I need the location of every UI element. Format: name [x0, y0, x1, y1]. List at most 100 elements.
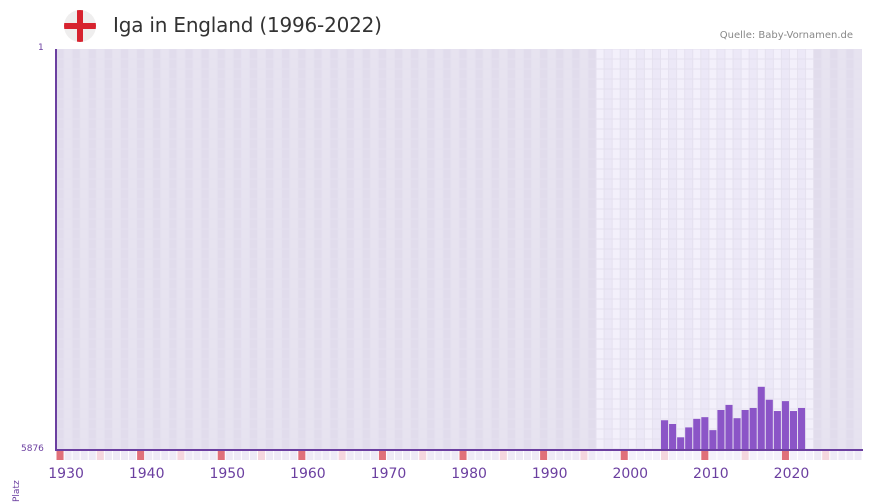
grid-cell — [435, 429, 443, 439]
grid-cell — [290, 439, 298, 449]
grid-cell — [789, 259, 798, 269]
grid-cell — [612, 89, 620, 99]
grid-cell — [765, 229, 773, 239]
grid-cell — [282, 349, 290, 359]
grid-cell — [814, 239, 822, 249]
grid-cell — [765, 209, 773, 219]
grid-cell — [773, 389, 781, 399]
grid-cell — [56, 189, 64, 199]
grid-cell — [306, 139, 314, 149]
grid-cell — [370, 219, 378, 229]
grid-cell — [838, 329, 846, 339]
grid-cell — [241, 289, 249, 299]
grid-cell — [838, 159, 846, 169]
year-marker — [346, 451, 354, 460]
grid-cell — [822, 279, 830, 289]
grid-cell — [838, 49, 846, 59]
grid-cell — [217, 249, 225, 259]
grid-cell — [572, 149, 580, 159]
grid-cell — [564, 149, 572, 159]
grid-cell — [104, 249, 112, 259]
grid-cell — [757, 49, 765, 59]
grid-cell — [161, 199, 169, 209]
grid-cell — [661, 269, 669, 279]
grid-cell — [709, 229, 717, 239]
year-marker — [386, 451, 395, 460]
grid-cell — [588, 219, 596, 229]
grid-cell — [193, 219, 201, 229]
grid-cell — [112, 129, 120, 139]
grid-cell — [757, 299, 765, 309]
grid-cell — [830, 189, 838, 199]
grid-cell — [532, 189, 540, 199]
grid-cell — [185, 179, 193, 189]
grid-cell — [693, 359, 701, 369]
grid-cell — [765, 389, 773, 399]
grid-cell — [765, 179, 773, 189]
grid-cell — [685, 69, 693, 79]
grid-cell — [282, 219, 290, 229]
grid-cell — [161, 49, 169, 59]
grid-cell — [241, 169, 249, 179]
grid-cell — [741, 59, 749, 69]
grid-cell — [370, 249, 378, 259]
grid-cell — [177, 429, 185, 439]
grid-cell — [741, 229, 749, 239]
grid-cell — [749, 269, 757, 279]
grid-cell — [169, 79, 177, 89]
year-marker — [757, 451, 765, 460]
grid-cell — [209, 209, 217, 219]
grid-cell — [362, 99, 370, 109]
grid-cell — [56, 439, 64, 449]
grid-cell — [540, 319, 548, 329]
grid-cell — [580, 249, 588, 259]
grid-cell — [789, 139, 798, 149]
grid-cell — [427, 309, 435, 319]
grid-cell — [354, 69, 362, 79]
grid-cell — [330, 349, 338, 359]
grid-cell — [427, 419, 435, 429]
grid-cell — [491, 359, 499, 369]
grid-cell — [370, 359, 378, 369]
grid-cell — [572, 229, 580, 239]
grid-cell — [104, 389, 112, 399]
grid-cell — [338, 239, 346, 249]
grid-cell — [330, 319, 338, 329]
grid-cell — [515, 99, 523, 109]
grid-cell — [193, 419, 201, 429]
grid-cell — [854, 339, 862, 349]
grid-cell — [169, 189, 177, 199]
grid-cell — [701, 309, 709, 319]
grid-cell — [467, 439, 475, 449]
grid-cell — [709, 179, 717, 189]
year-marker — [88, 451, 96, 460]
grid-cell — [120, 99, 129, 109]
grid-cell — [459, 319, 467, 329]
grid-cell — [507, 249, 515, 259]
grid-cell — [370, 119, 378, 129]
grid-cell — [427, 339, 435, 349]
grid-cell — [507, 129, 515, 139]
grid-cell — [636, 239, 644, 249]
grid-cell — [588, 279, 596, 289]
grid-cell — [781, 149, 789, 159]
grid-cell — [314, 259, 322, 269]
grid-cell — [386, 299, 395, 309]
grid-cell — [548, 379, 556, 389]
grid-cell — [225, 229, 233, 239]
grid-cell — [435, 139, 443, 149]
grid-cell — [96, 339, 104, 349]
grid-cell — [644, 379, 652, 389]
grid-cell — [411, 379, 419, 389]
grid-cell — [72, 239, 80, 249]
grid-cell — [378, 269, 386, 279]
grid-cell — [838, 99, 846, 109]
grid-cell — [733, 389, 741, 399]
grid-cell — [241, 439, 249, 449]
grid-cell — [523, 269, 532, 279]
grid-cell — [386, 99, 395, 109]
grid-cell — [580, 359, 588, 369]
grid-cell — [386, 219, 395, 229]
grid-cell — [330, 149, 338, 159]
grid-cell — [669, 159, 677, 169]
